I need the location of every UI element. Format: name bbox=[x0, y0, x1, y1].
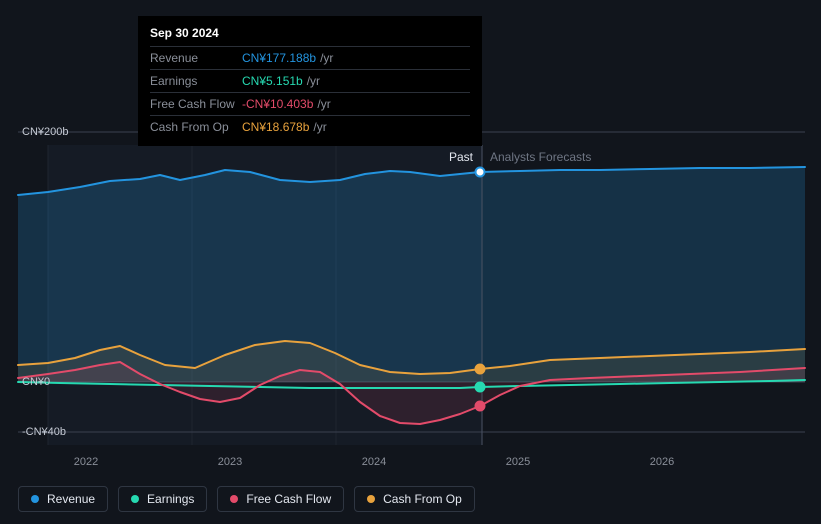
tooltip-row-unit: /yr bbox=[320, 51, 333, 65]
legend-dot-icon bbox=[131, 495, 139, 503]
tooltip-row-value: CN¥18.678b bbox=[242, 120, 309, 134]
legend-item-revenue[interactable]: Revenue bbox=[18, 486, 108, 512]
legend-item-earnings[interactable]: Earnings bbox=[118, 486, 207, 512]
tooltip-row: Cash From OpCN¥18.678b/yr bbox=[150, 116, 470, 138]
tooltip-row-unit: /yr bbox=[317, 97, 330, 111]
legend-dot-icon bbox=[230, 495, 238, 503]
tooltip-row-label: Earnings bbox=[150, 74, 242, 88]
legend-item-fcf[interactable]: Free Cash Flow bbox=[217, 486, 344, 512]
legend-item-label: Revenue bbox=[47, 492, 95, 506]
x-axis-label: 2026 bbox=[650, 456, 674, 468]
legend-item-label: Earnings bbox=[147, 492, 194, 506]
y-axis-label: -CN¥40b bbox=[22, 426, 66, 438]
legend-item-cashop[interactable]: Cash From Op bbox=[354, 486, 475, 512]
segment-label-forecast: Analysts Forecasts bbox=[490, 150, 591, 164]
tooltip-date: Sep 30 2024 bbox=[150, 26, 470, 47]
x-axis-label: 2022 bbox=[74, 456, 98, 468]
tooltip-row-label: Cash From Op bbox=[150, 120, 242, 134]
financial-chart: Sep 30 2024 RevenueCN¥177.188b/yrEarning… bbox=[0, 0, 821, 524]
chart-tooltip: Sep 30 2024 RevenueCN¥177.188b/yrEarning… bbox=[138, 16, 482, 146]
tooltip-row: EarningsCN¥5.151b/yr bbox=[150, 70, 470, 93]
legend-item-label: Free Cash Flow bbox=[246, 492, 331, 506]
tooltip-rows: RevenueCN¥177.188b/yrEarningsCN¥5.151b/y… bbox=[150, 47, 470, 138]
tooltip-row-value: CN¥5.151b bbox=[242, 74, 303, 88]
segment-label-past: Past bbox=[449, 150, 473, 164]
tooltip-row-value: CN¥177.188b bbox=[242, 51, 316, 65]
chart-legend: Revenue Earnings Free Cash Flow Cash From O… bbox=[18, 486, 475, 512]
y-axis-label: CN¥200b bbox=[22, 126, 68, 138]
y-axis-label: CN¥0 bbox=[22, 376, 50, 388]
tooltip-row: RevenueCN¥177.188b/yr bbox=[150, 47, 470, 70]
x-axis-label: 2025 bbox=[506, 456, 530, 468]
tooltip-row-unit: /yr bbox=[307, 74, 320, 88]
tooltip-row-unit: /yr bbox=[313, 120, 326, 134]
legend-item-label: Cash From Op bbox=[383, 492, 462, 506]
x-axis-label: 2023 bbox=[218, 456, 242, 468]
tooltip-row: Free Cash Flow-CN¥10.403b/yr bbox=[150, 93, 470, 116]
legend-dot-icon bbox=[31, 495, 39, 503]
legend-dot-icon bbox=[367, 495, 375, 503]
tooltip-row-label: Free Cash Flow bbox=[150, 97, 242, 111]
tooltip-row-label: Revenue bbox=[150, 51, 242, 65]
tooltip-row-value: -CN¥10.403b bbox=[242, 97, 313, 111]
x-axis-label: 2024 bbox=[362, 456, 386, 468]
